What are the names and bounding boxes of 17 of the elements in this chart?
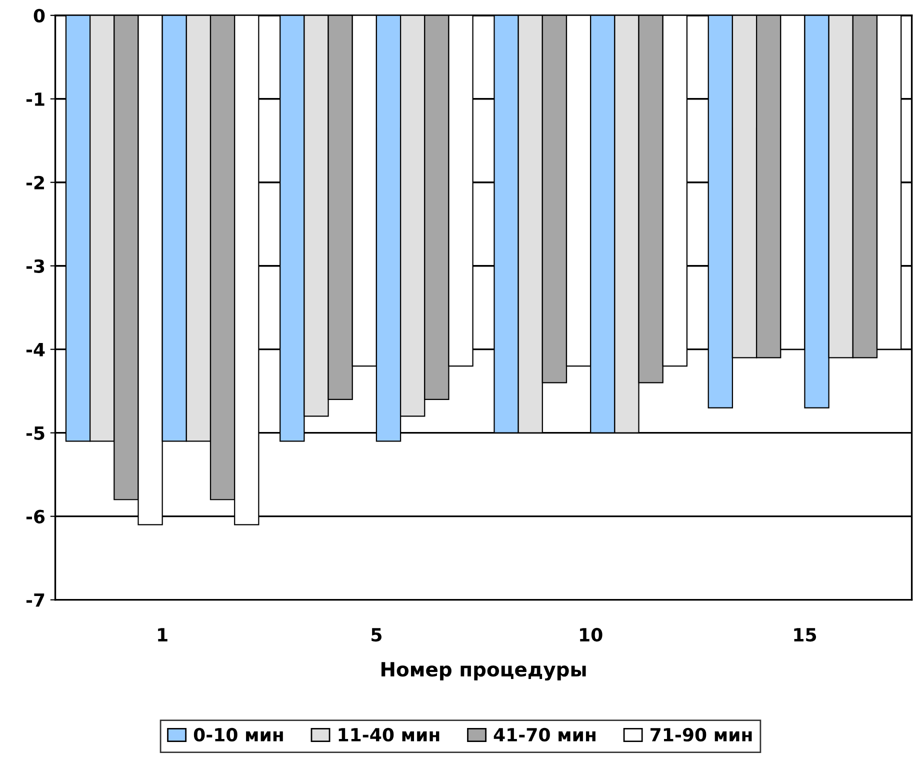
legend-label: 11-40 мин xyxy=(338,728,440,742)
x-tick-label: 10 xyxy=(580,628,602,642)
y-tick-label: -5 xyxy=(26,426,44,440)
y-tick-label: -6 xyxy=(26,510,45,524)
y-tick-label: -1 xyxy=(26,92,44,106)
y-tick-label: -2 xyxy=(26,176,44,190)
x-axis-title: Номер процедуры xyxy=(382,662,586,681)
x-tick-label: 15 xyxy=(794,628,816,642)
x-tick-label: 5 xyxy=(372,628,382,642)
legend-label: 41-70 мин xyxy=(494,728,596,742)
y-tick-label: 0 xyxy=(34,8,45,22)
legend-label: 71-90 мин xyxy=(650,728,752,742)
y-tick-label: -4 xyxy=(26,343,45,356)
y-tick-label: -7 xyxy=(26,594,44,607)
x-tick-label: 1 xyxy=(158,628,168,642)
y-tick-label: -3 xyxy=(26,259,44,273)
legend-label: 0-10 мин xyxy=(194,728,283,742)
